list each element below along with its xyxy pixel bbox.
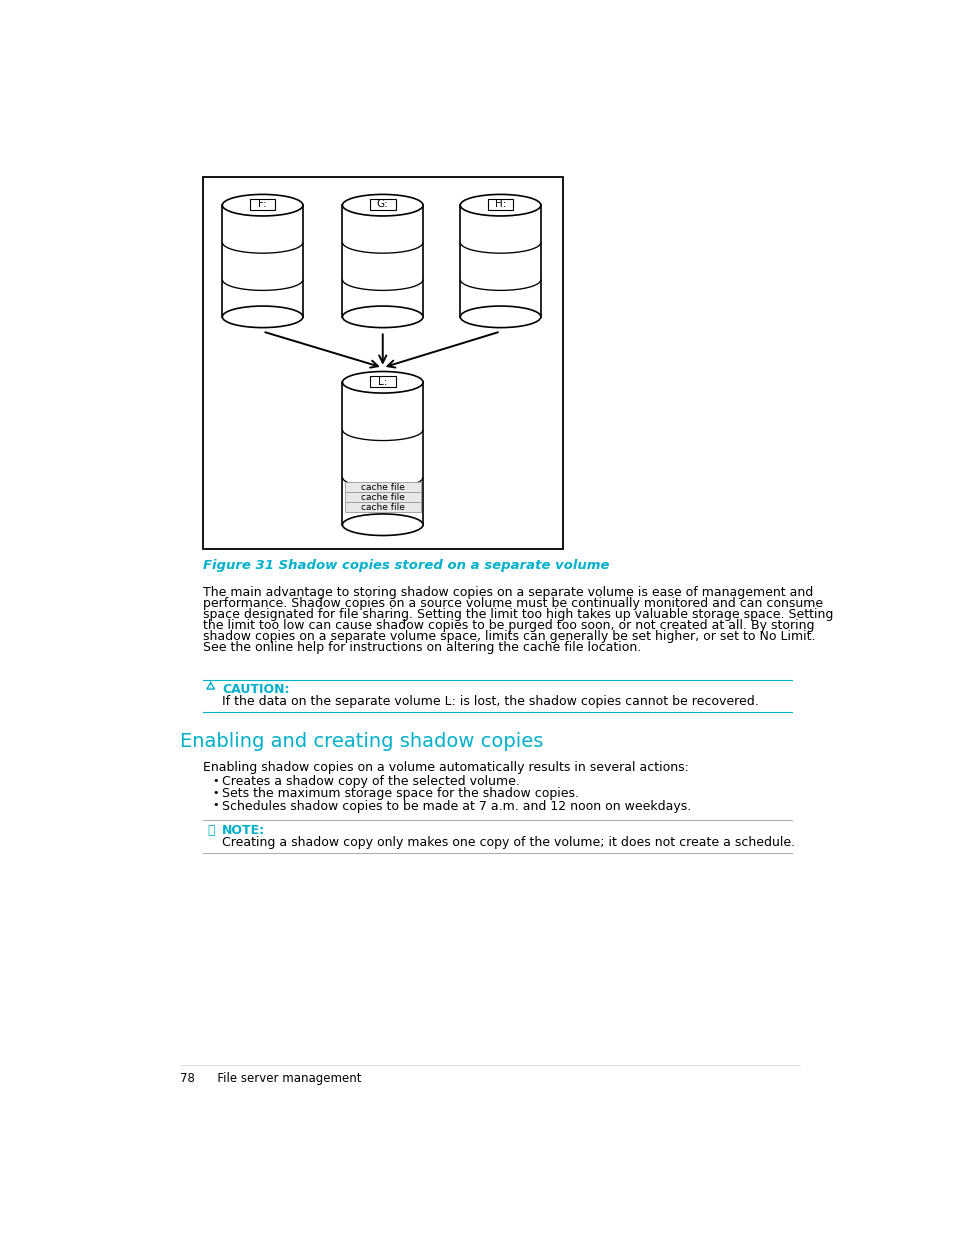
Text: Enabling and creating shadow copies: Enabling and creating shadow copies	[179, 732, 542, 751]
Ellipse shape	[459, 306, 540, 327]
Ellipse shape	[222, 306, 303, 327]
Bar	[344, 483, 420, 492]
Text: •: •	[212, 788, 218, 798]
Text: G:: G:	[376, 199, 388, 210]
Text: performance. Shadow copies on a source volume must be continually monitored and : performance. Shadow copies on a source v…	[203, 597, 822, 610]
Text: CAUTION:: CAUTION:	[222, 683, 290, 697]
Text: The main advantage to storing shadow copies on a separate volume is ease of mana: The main advantage to storing shadow cop…	[203, 585, 812, 599]
Text: Enabling shadow copies on a volume automatically results in several actions:: Enabling shadow copies on a volume autom…	[203, 761, 688, 774]
Text: shadow copies on a separate volume space, limits can generally be set higher, or: shadow copies on a separate volume space…	[203, 630, 815, 643]
Ellipse shape	[459, 194, 540, 216]
Bar	[344, 493, 420, 501]
Text: cache file: cache file	[360, 483, 404, 492]
Text: space designated for file sharing. Setting the limit too high takes up valuable : space designated for file sharing. Setti…	[203, 608, 833, 621]
Text: •: •	[212, 800, 218, 810]
Ellipse shape	[342, 514, 422, 536]
Ellipse shape	[342, 372, 422, 393]
Text: L:: L:	[377, 377, 387, 387]
Text: Schedules shadow copies to be made at 7 a.m. and 12 noon on weekdays.: Schedules shadow copies to be made at 7 …	[222, 799, 691, 813]
Text: See the online help for instructions on altering the cache file location.: See the online help for instructions on …	[203, 641, 640, 655]
Ellipse shape	[342, 306, 422, 327]
Ellipse shape	[342, 194, 422, 216]
Bar	[203, 178, 562, 548]
Text: Sets the maximum storage space for the shadow copies.: Sets the maximum storage space for the s…	[222, 787, 578, 800]
Bar	[370, 199, 395, 210]
Text: Figure 31 Shadow copies stored on a separate volume: Figure 31 Shadow copies stored on a sepa…	[203, 558, 609, 572]
Bar	[487, 199, 513, 210]
Bar	[222, 205, 303, 317]
Ellipse shape	[222, 194, 303, 216]
Text: •: •	[212, 776, 218, 785]
Bar	[459, 205, 540, 317]
Text: H:: H:	[495, 199, 506, 210]
Text: If the data on the separate volume L: is lost, the shadow copies cannot be recov: If the data on the separate volume L: is…	[222, 695, 759, 708]
Bar	[342, 205, 422, 317]
Bar	[250, 199, 275, 210]
Text: F:: F:	[258, 199, 267, 210]
Bar	[342, 383, 422, 525]
Text: the limit too low can cause shadow copies to be purged too soon, or not created : the limit too low can cause shadow copie…	[203, 619, 814, 632]
Text: 78      File server management: 78 File server management	[179, 1072, 361, 1086]
Bar	[344, 503, 420, 511]
Text: Creates a shadow copy of the selected volume.: Creates a shadow copy of the selected vo…	[222, 776, 519, 788]
Text: !: !	[209, 682, 213, 690]
Text: cache file: cache file	[360, 493, 404, 501]
Text: cache file: cache file	[360, 503, 404, 511]
Text: NOTE:: NOTE:	[222, 824, 265, 837]
Bar	[370, 377, 395, 387]
Text: Creating a shadow copy only makes one copy of the volume; it does not create a s: Creating a shadow copy only makes one co…	[222, 836, 795, 848]
Text: ⎗: ⎗	[208, 824, 214, 837]
